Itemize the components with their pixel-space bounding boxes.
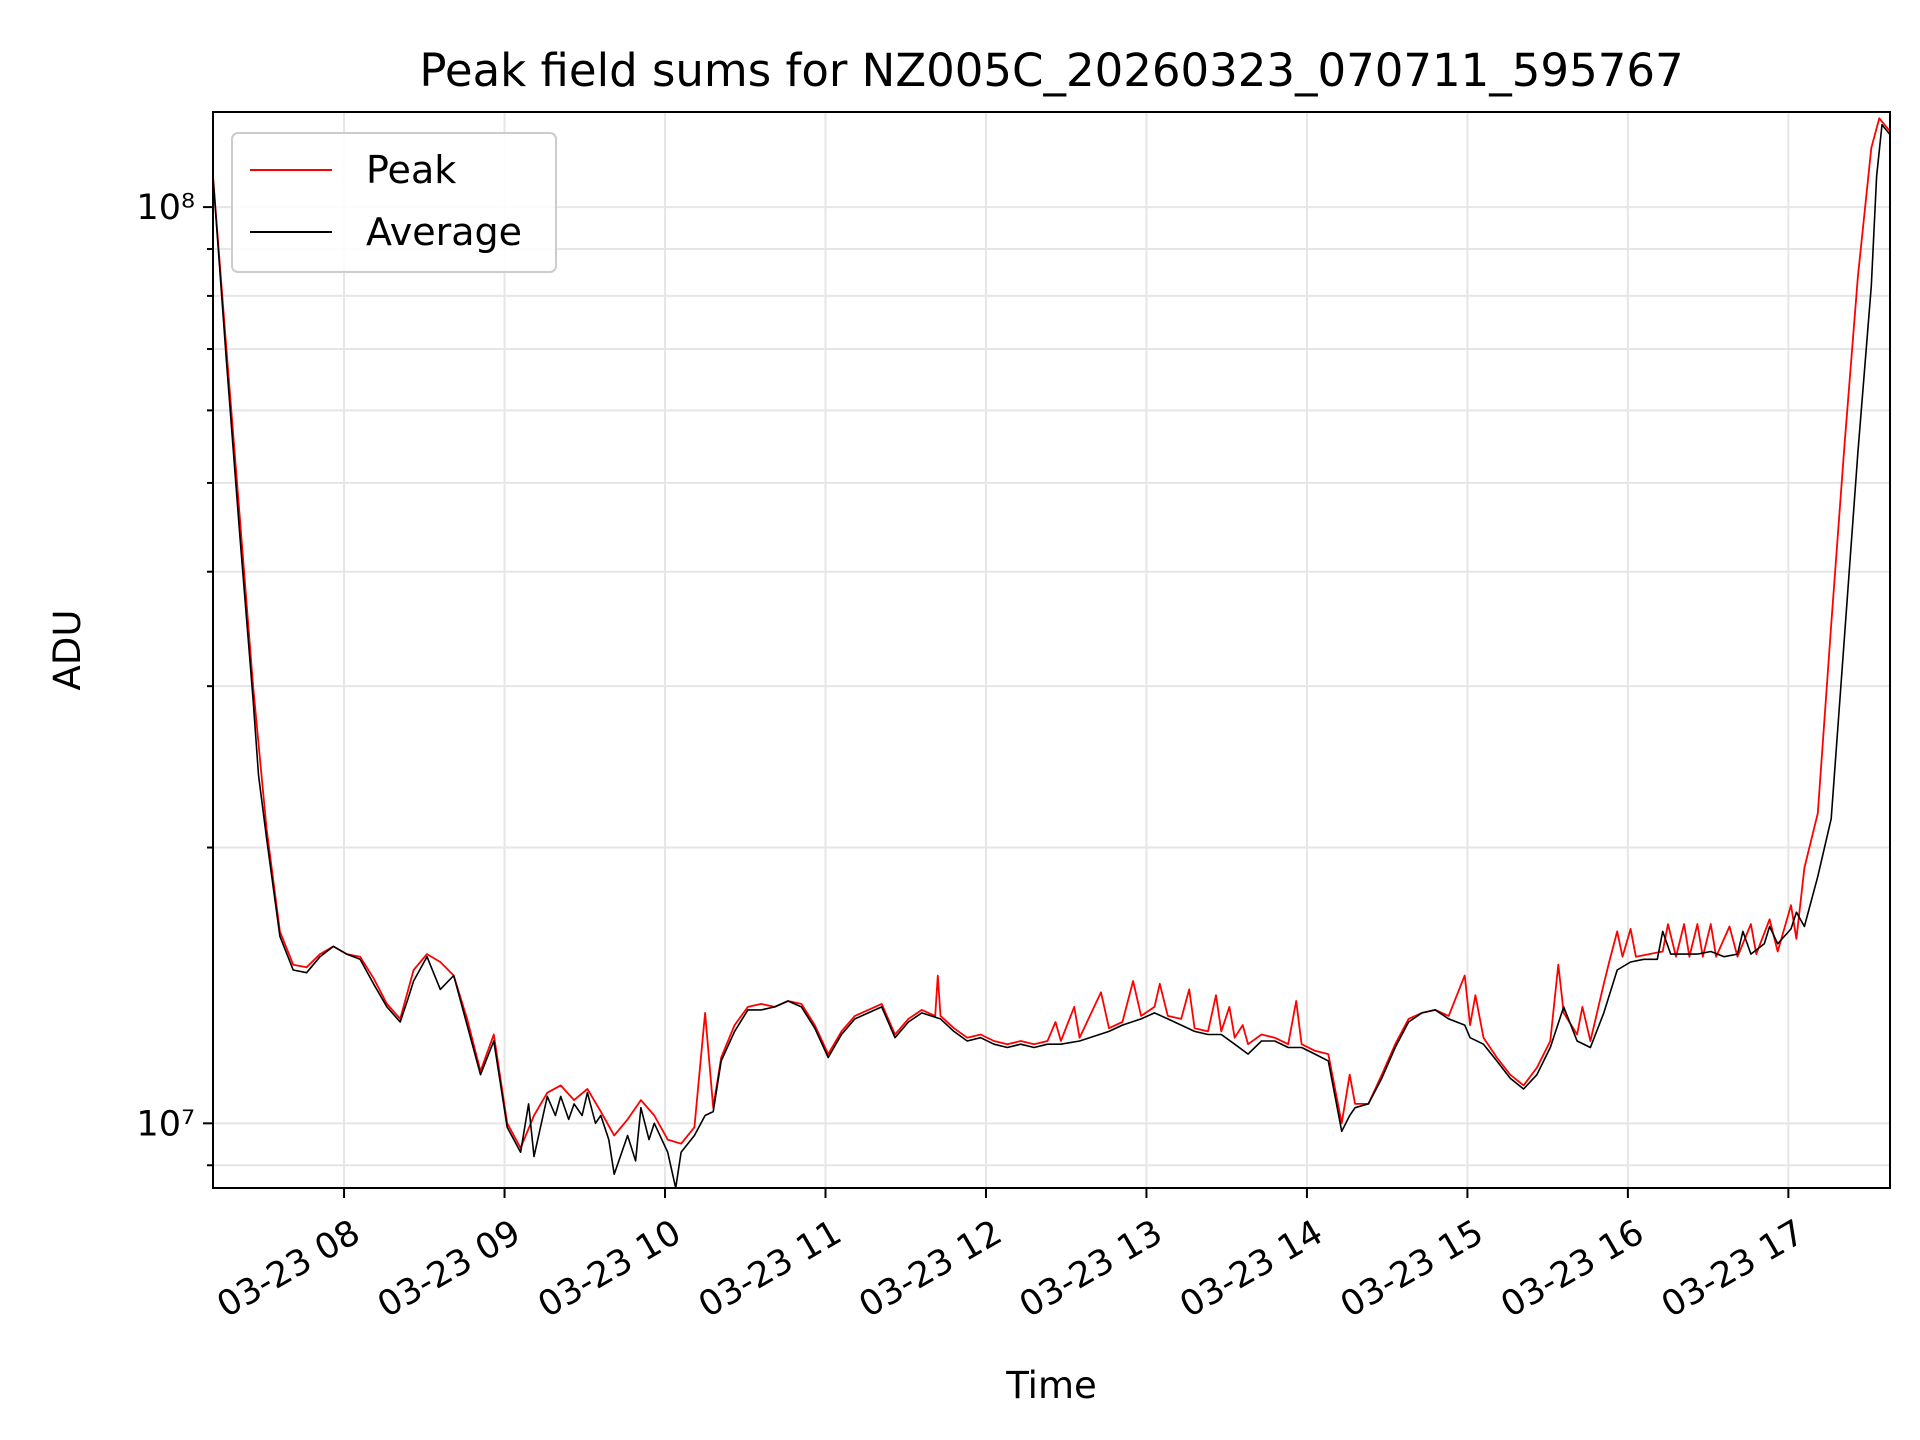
series-line-average	[212, 123, 1891, 1189]
x-axis-label: Time	[1005, 1364, 1097, 1407]
plot-frame	[212, 111, 1891, 1189]
series-line-peak	[212, 117, 1891, 1149]
chart-title: Peak field sums for NZ005C_20260323_0707…	[419, 44, 1683, 97]
legend: Peak Average	[231, 132, 557, 273]
legend-label-peak: Peak	[366, 148, 456, 192]
grid	[213, 112, 1890, 1188]
plot-lines	[212, 117, 1891, 1189]
legend-label-average: Average	[366, 210, 522, 254]
y-tick-label: 10⁸	[136, 188, 195, 228]
y-tick-label: 10⁷	[136, 1104, 195, 1144]
legend-box	[231, 132, 557, 273]
y-axis-label: ADU	[46, 610, 89, 691]
